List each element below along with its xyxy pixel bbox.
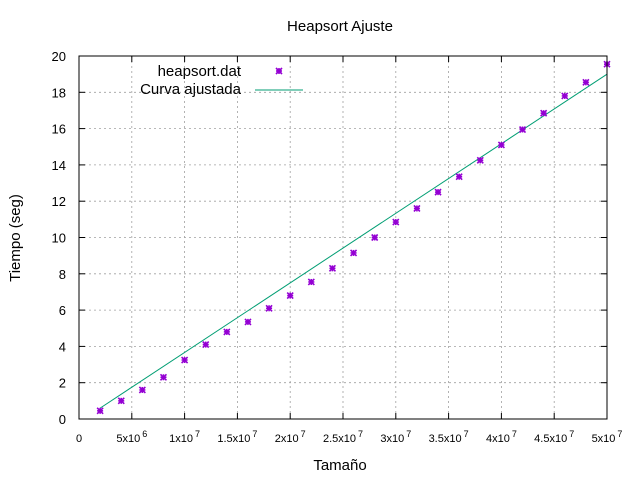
data-point	[476, 156, 484, 164]
data-point	[265, 304, 273, 312]
x-tick-mantissa: 1.5x10	[217, 433, 250, 445]
x-tick-label: 2.5x10 7	[323, 429, 363, 445]
x-tick-mantissa: 2.5x10	[323, 433, 356, 445]
x-tick-mantissa: 5x10	[592, 433, 616, 445]
x-tick-label: 2x10 7	[275, 429, 306, 445]
x-tick-label: 4x10 7	[486, 429, 517, 445]
y-tick-label: 0	[59, 412, 66, 427]
data-point	[497, 141, 505, 149]
x-tick-label: 5x10 6	[116, 429, 147, 445]
data-point	[455, 173, 463, 181]
y-tick-label: 16	[52, 122, 66, 137]
x-tick-exponent: 7	[617, 429, 622, 439]
data-point	[561, 92, 569, 100]
x-tick-exponent: 7	[569, 429, 574, 439]
y-tick-label: 6	[59, 303, 66, 318]
data-point	[96, 407, 104, 415]
x-tick-mantissa: 4x10	[486, 433, 510, 445]
y-tick-label: 14	[52, 158, 66, 173]
data-point	[392, 218, 400, 226]
data-point	[582, 78, 590, 86]
data-point	[434, 188, 442, 196]
x-tick-mantissa: 2x10	[275, 433, 299, 445]
data-point	[159, 373, 168, 381]
legend-marker-heapsort	[275, 67, 283, 75]
x-tick-mantissa: 5x10	[116, 433, 140, 445]
data-point	[244, 318, 252, 326]
data-point	[286, 292, 294, 300]
x-tick-label: 3x10 7	[380, 429, 411, 445]
y-tick-label: 2	[59, 376, 66, 391]
data-point	[181, 356, 189, 364]
data-series	[96, 60, 611, 415]
chart-title: Heapsort Ajuste	[287, 18, 393, 35]
data-point	[349, 249, 358, 257]
x-tick-label: 5x10 7	[592, 429, 623, 445]
x-tick-mantissa: 4.5x10	[534, 433, 567, 445]
y-tick-label: 12	[52, 194, 66, 209]
legend-label-heapsort: heapsort.dat	[158, 63, 242, 80]
x-tick-label: 1x10 7	[169, 429, 200, 445]
fit-curve-line	[99, 73, 608, 409]
data-point	[371, 233, 379, 242]
data-point	[202, 341, 210, 349]
x-tick-label: 0	[76, 433, 82, 445]
x-tick-exponent: 7	[252, 429, 257, 439]
x-tick-exponent: 6	[142, 429, 147, 439]
x-axis-title: Tamaño	[313, 457, 366, 474]
x-tick-mantissa: 3.5x10	[429, 433, 462, 445]
y-tick-label: 4	[59, 339, 66, 354]
x-tick-exponent: 7	[406, 429, 411, 439]
y-tick-label: 8	[59, 267, 66, 282]
x-tick-labels: 0 5x10 6 1x10 7 1.5x10 7 2x10 7 2.5x10 7 3x10 7 3.5x1…	[76, 429, 623, 445]
y-tick-label: 20	[52, 49, 66, 64]
x-tick-label: 3.5x10 7	[429, 429, 469, 445]
y-axis-title: Tiempo (seg)	[7, 194, 24, 282]
x-tick-exponent: 7	[301, 429, 306, 439]
data-point	[307, 278, 315, 286]
data-point	[223, 328, 231, 336]
axis-ticks	[78, 55, 608, 420]
data-point	[518, 125, 527, 134]
legend-label-fit: Curva ajustada	[140, 81, 242, 98]
data-point	[413, 204, 421, 213]
x-tick-exponent: 7	[358, 429, 363, 439]
x-tick-label: 1.5x10 7	[217, 429, 257, 445]
data-point	[328, 264, 337, 272]
y-tick-labels: 0 2 4 6 8 10 12 14 16 18 20	[52, 49, 66, 427]
data-point	[117, 397, 125, 405]
x-tick-mantissa: 3x10	[380, 433, 404, 445]
legend: heapsort.dat Curva ajustada	[140, 63, 303, 98]
x-tick-exponent: 7	[464, 429, 469, 439]
data-point	[138, 386, 146, 394]
x-tick-label: 4.5x10 7	[534, 429, 574, 445]
x-tick-exponent: 7	[195, 429, 200, 439]
x-tick-mantissa: 1x10	[169, 433, 193, 445]
y-tick-label: 18	[52, 85, 66, 100]
data-point	[540, 109, 548, 117]
x-tick-exponent: 7	[512, 429, 517, 439]
x-tick-mantissa: 0	[76, 433, 82, 445]
y-tick-label: 10	[52, 231, 66, 246]
legend-marker-symbol	[275, 67, 283, 75]
plot-frame	[78, 55, 608, 420]
grid-lines	[79, 56, 607, 419]
